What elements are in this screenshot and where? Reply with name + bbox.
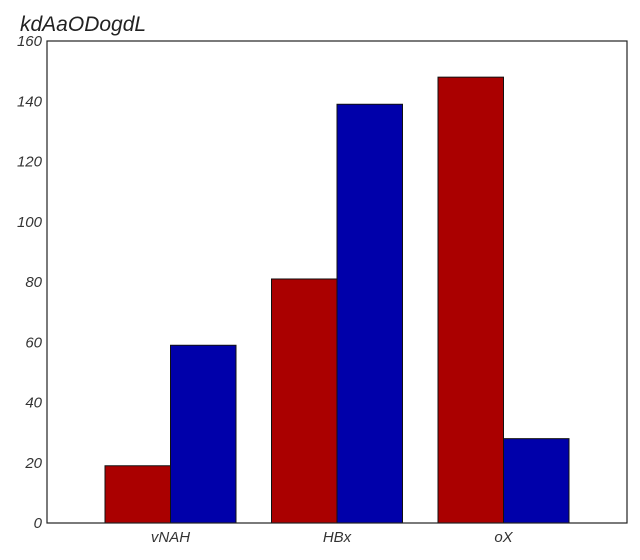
bar-vNAH-series-2 (170, 344, 237, 524)
bar-oX-series-2 (503, 438, 570, 524)
y-tick-label: 100 (17, 214, 43, 231)
bar-oX-series-1 (437, 76, 504, 524)
y-tick-label: 120 (17, 154, 43, 171)
y-axis-ticks: 0 20 40 60 80 100 120 140 160 (17, 33, 43, 532)
x-tick-label: oX (494, 529, 513, 546)
x-axis-ticks: vNAH HBx oX (151, 529, 514, 546)
y-tick-label: 40 (25, 395, 42, 412)
bar-HBx-series-2 (336, 103, 403, 524)
plot-area-frame (46, 40, 628, 524)
y-tick-label: 160 (17, 33, 43, 50)
y-tick-label: 0 (34, 515, 43, 532)
x-tick-label: vNAH (151, 529, 190, 546)
chart-title: kdAaODogdL (20, 13, 146, 36)
y-tick-label: 60 (25, 334, 42, 351)
bars-layer (104, 76, 570, 524)
y-tick-label: 20 (24, 455, 42, 472)
x-tick-label: HBx (323, 529, 352, 546)
y-tick-label: 140 (17, 93, 43, 110)
bar-vNAH-series-1 (104, 465, 171, 524)
y-tick-label: 80 (25, 274, 42, 291)
bar-HBx-series-1 (271, 278, 338, 524)
